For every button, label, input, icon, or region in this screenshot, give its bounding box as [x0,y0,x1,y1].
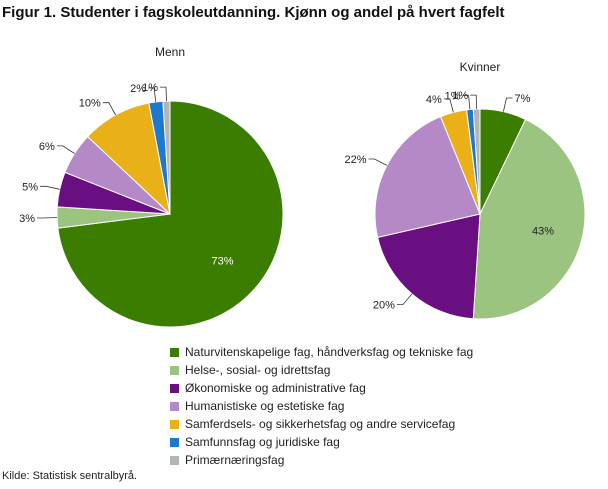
pie-slice [374,116,481,238]
leader-line [56,145,75,154]
legend-swatch [170,437,179,447]
leader-line [503,97,513,112]
pie-title: Kvinner [460,60,501,74]
pie-title: Menn [155,45,185,59]
legend-label: Økonomiske og administrative fag [185,381,366,395]
legend-swatch [170,455,179,465]
legend-swatch [170,347,179,357]
leader-line [102,102,116,116]
leader-line [160,86,167,102]
slice-label: 7% [514,93,530,105]
chart-title: Figur 1. Studenter i fagskoleutdanning. … [2,4,505,21]
slice-label: 22% [344,154,366,166]
legend-swatch [170,365,179,375]
leader-line [443,98,454,113]
slice-label: 5% [22,181,38,193]
pie-slice [377,213,481,320]
legend: Naturvitenskapelige fag, håndverksfag og… [170,343,473,469]
slice-label: 4% [426,94,442,106]
legend-label: Primærnæringsfag [185,453,285,467]
slice-label: 73% [212,255,234,267]
leader-line [40,185,60,190]
slice-label: 20% [373,300,395,312]
legend-swatch [170,419,179,429]
legend-item-samferdsels: Samferdsels- og sikkerhetsfag og andre s… [170,415,473,433]
leader-line [396,293,413,306]
legend-item-naturvitenskapelige: Naturvitenskapelige fag, håndverksfag og… [170,343,473,361]
slice-label: 3% [19,213,35,225]
legend-label: Humanistiske og estetiske fag [185,399,345,413]
legend-item-samfunnsfag: Samfunnsfag og juridiske fag [170,433,473,451]
legend-label: Samferdsels- og sikkerhetsfag og andre s… [185,417,456,431]
slice-label: 1% [445,91,461,103]
legend-label: Helse-, sosial- og idrettsfag [185,363,331,377]
slice-label: 1% [142,82,158,94]
pie-slice [472,118,586,320]
legend-item-helse: Helse-, sosial- og idrettsfag [170,361,473,379]
slice-label: 43% [532,226,554,238]
leader-line [148,87,157,102]
slice-label: 6% [39,141,55,153]
source-note: Kilde: Statistisk sentralbyrå. [2,470,138,482]
legend-label: Naturvitenskapelige fag, håndverksfag og… [185,345,474,359]
legend-label: Samfunnsfag og juridiske fag [185,435,340,449]
legend-item-humanistiske: Humanistiske og estetiske fag [170,397,473,415]
leader-line [368,158,388,166]
legend-item-primaernaeringsfag: Primærnæringsfag [170,451,473,469]
legend-swatch [170,401,179,411]
legend-item-okonomiske: Økonomiske og administrative fag [170,379,473,397]
leader-line [37,217,58,219]
slice-label: 1% [452,90,468,102]
slice-label: 2% [130,83,146,95]
legend-swatch [170,383,179,393]
leader-line [462,95,471,110]
pie-slice [86,102,171,216]
slice-label: 10% [79,98,101,110]
leader-line [470,94,477,110]
